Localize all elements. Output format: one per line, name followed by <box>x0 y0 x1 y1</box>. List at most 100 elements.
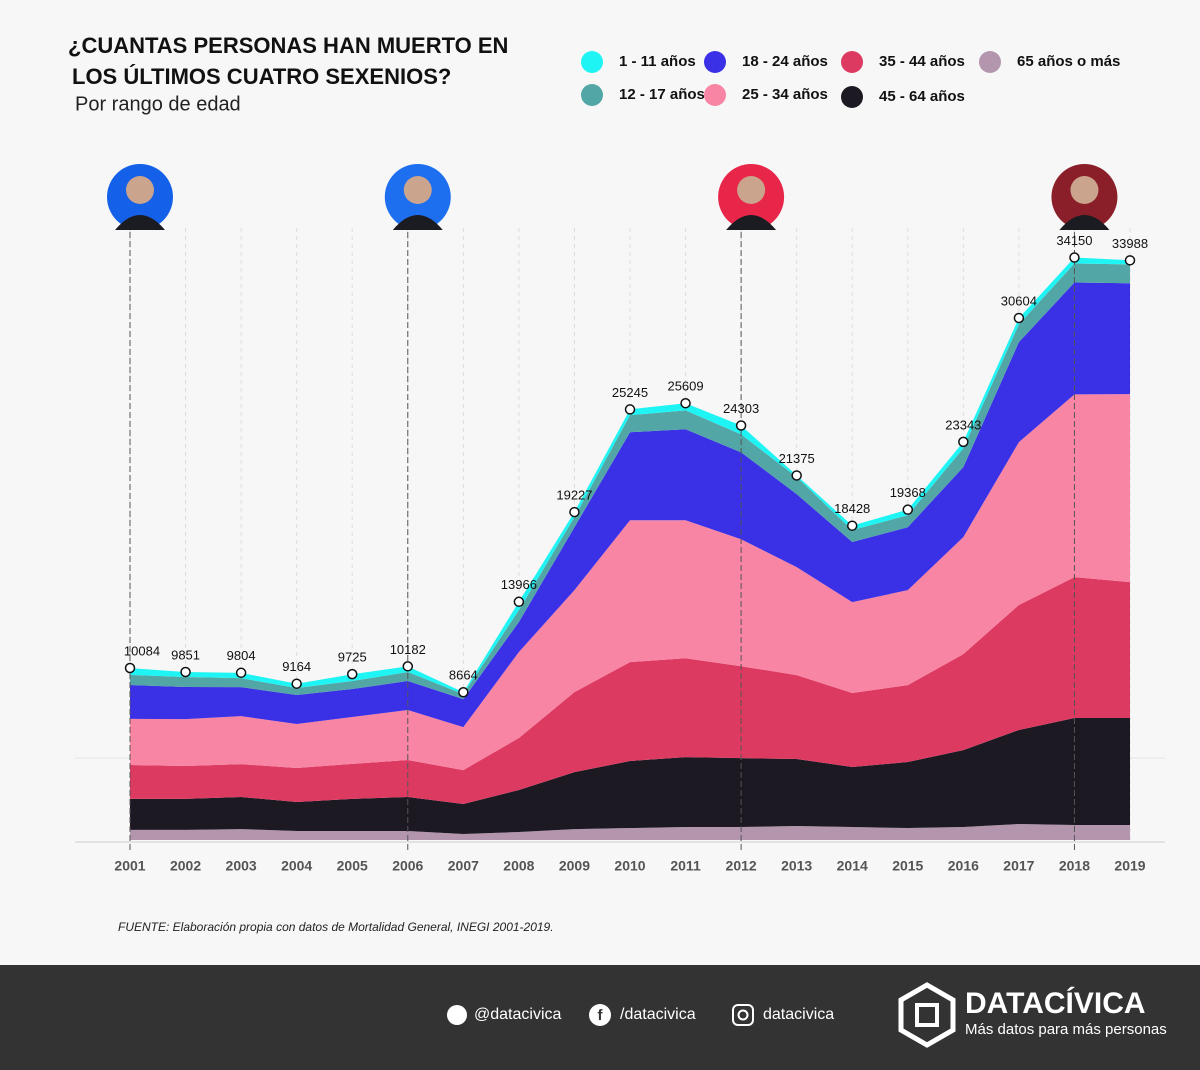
data-label: 9725 <box>338 650 367 665</box>
plot: 2001 2002 2003 2004 2005 2006 2007 2008 2009 2010… <box>75 164 1165 874</box>
data-label: 9804 <box>227 648 256 663</box>
svg-text:f: f <box>598 1007 604 1024</box>
total-marker <box>735 420 747 431</box>
legend-swatch <box>841 86 863 108</box>
x-tick-label: 2014 <box>837 858 868 874</box>
legend-label: 35 - 44 años <box>879 53 965 70</box>
total-marker <box>291 678 302 689</box>
portrait-suit <box>115 215 165 230</box>
data-label: 34150 <box>1056 233 1092 248</box>
portrait-face <box>126 176 154 204</box>
legend-swatch <box>841 51 863 73</box>
total-marker <box>180 666 191 678</box>
legend-swatch <box>979 51 1001 73</box>
area <box>130 718 1130 835</box>
legend-swatch <box>704 84 726 106</box>
x-tick-label: 2009 <box>559 858 590 874</box>
x-tick-label: 2017 <box>1003 858 1034 874</box>
x-tick-label: 2015 <box>892 858 923 874</box>
data-label: 25609 <box>667 379 703 394</box>
chart-title: LOS ÚLTIMOS CUATRO SEXENIOS? <box>72 64 451 89</box>
total-marker <box>346 668 358 680</box>
total-marker <box>235 667 247 679</box>
instagram-handle: datacivica <box>763 1006 834 1023</box>
portrait-suit <box>1059 215 1110 230</box>
legend-label: 18 - 24 años <box>742 53 828 70</box>
legend-swatch <box>581 51 603 73</box>
x-tick-label: 2006 <box>392 858 423 874</box>
chart-subtitle: Por rango de edad <box>75 93 241 115</box>
data-label: 13966 <box>501 577 537 592</box>
data-label: 9164 <box>282 659 311 674</box>
legend-label: 12 - 17 años <box>619 86 705 103</box>
area <box>130 282 1130 728</box>
total-marker <box>958 436 969 448</box>
portrait-suit <box>726 215 777 230</box>
x-tick-label: 2005 <box>337 858 368 874</box>
x-tick-label: 2012 <box>726 858 757 874</box>
x-tick-label: 2007 <box>448 858 479 874</box>
x-tick-label: 2013 <box>781 858 812 874</box>
facebook-handle: /datacivica <box>620 1006 696 1023</box>
x-tick-label: 2003 <box>226 858 257 874</box>
x-tick-label: 2004 <box>281 858 312 874</box>
total-marker <box>902 504 914 515</box>
legend-swatch <box>704 51 726 73</box>
chart-title: ¿CUANTAS PERSONAS HAN MUERTO EN <box>68 33 508 58</box>
total-marker <box>791 470 802 481</box>
area <box>130 577 1130 805</box>
data-label: 33988 <box>1112 236 1148 251</box>
legend-label: 65 años o más <box>1017 53 1120 70</box>
legend-label: 45 - 64 años <box>879 88 965 105</box>
data-label: 9851 <box>171 647 200 662</box>
brand-logo <box>898 982 956 1048</box>
tagline: Más datos para más personas <box>965 1021 1167 1038</box>
legend-label: 25 - 34 años <box>742 86 828 103</box>
total-marker <box>458 686 469 698</box>
portrait-face <box>403 176 432 204</box>
total-marker <box>1069 252 1080 263</box>
total-marker <box>569 506 580 518</box>
data-label: 19368 <box>890 485 926 500</box>
total-marker <box>124 662 136 674</box>
x-tick-label: 2019 <box>1114 858 1145 874</box>
total-marker <box>1013 312 1025 324</box>
data-label: 30604 <box>1001 293 1037 308</box>
source: FUENTE: Elaboración propia con datos de … <box>118 920 554 934</box>
total-marker <box>680 397 691 409</box>
twitter-icon <box>447 1005 467 1025</box>
x-tick-label: 2002 <box>170 858 201 874</box>
x-tick-label: 2001 <box>114 858 145 874</box>
instagram-icon <box>732 1004 754 1026</box>
total-marker <box>624 404 636 415</box>
x-tick-label: 2018 <box>1059 858 1090 874</box>
legend-swatch <box>581 84 603 106</box>
portrait-face <box>1070 176 1099 204</box>
total-marker <box>513 596 525 608</box>
data-label: 18428 <box>834 501 870 516</box>
x-tick-label: 2011 <box>670 858 701 874</box>
area <box>130 823 1130 840</box>
brand: DATACÍVICA <box>965 986 1146 1020</box>
data-label: 10182 <box>390 642 426 657</box>
facebook-icon: f <box>589 1004 611 1026</box>
x-tick-label: 2010 <box>614 858 645 874</box>
data-label: 19227 <box>556 488 592 503</box>
x-tick-label: 2016 <box>948 858 979 874</box>
portrait-face <box>737 176 766 204</box>
data-label: 23343 <box>945 417 981 432</box>
data-label: 21375 <box>779 451 815 466</box>
data-label: 8664 <box>449 668 478 683</box>
legend-label: 1 - 11 años <box>619 53 696 70</box>
total-marker <box>402 661 414 672</box>
area <box>130 394 1130 771</box>
total-marker <box>1124 255 1136 266</box>
x-tick-label: 2008 <box>503 858 534 874</box>
data-label: 24303 <box>723 401 759 416</box>
portrait-suit <box>392 215 443 230</box>
data-label: 10084 <box>124 643 160 658</box>
data-label: 25245 <box>612 385 648 400</box>
total-marker <box>846 520 858 531</box>
twitter-handle: @datacivica <box>474 1006 561 1023</box>
